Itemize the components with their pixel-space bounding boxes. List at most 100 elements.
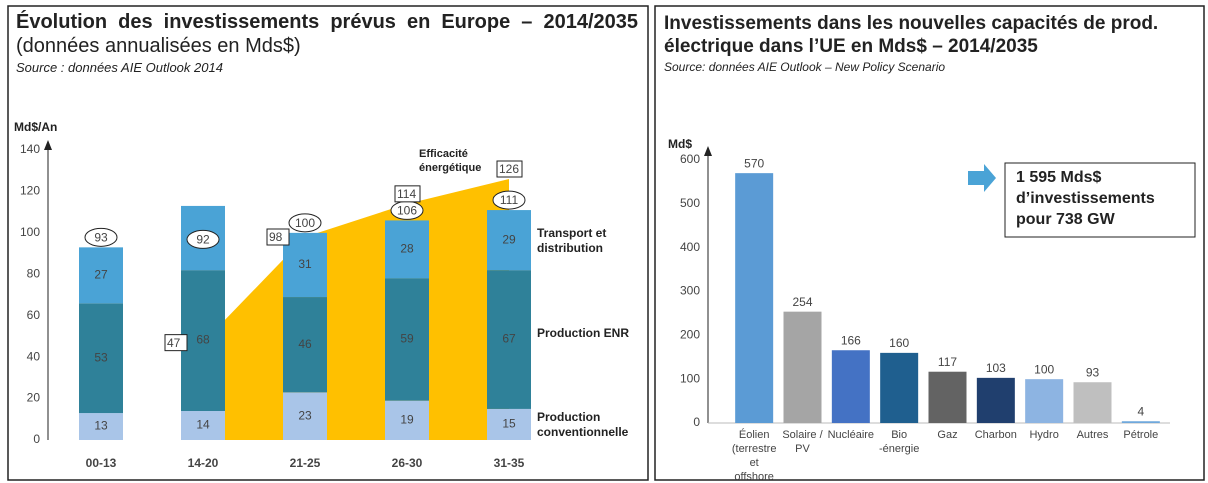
callout-box — [1004, 162, 1196, 238]
bar-segment — [283, 392, 327, 440]
value-label: 19 — [400, 412, 414, 426]
value-label: 570 — [744, 156, 764, 170]
value-label: 67 — [502, 332, 516, 346]
value-label: 31 — [298, 257, 312, 271]
area-label-box — [164, 334, 188, 352]
bar — [783, 311, 822, 423]
x-tick-label: 21-25 — [290, 456, 321, 470]
chart-subtitle: Source: données AIE Outlook – New Policy… — [664, 60, 946, 74]
bar-segment — [283, 297, 327, 393]
chart-title: Évolution des investissements prévus en … — [16, 11, 638, 33]
y-tick-label: 60 — [27, 308, 41, 322]
area-label: 98 — [269, 230, 283, 244]
value-label: 160 — [889, 336, 909, 350]
chart-title: Investissements dans les nouvelles capac… — [664, 13, 1159, 57]
value-label: 93 — [1086, 365, 1100, 379]
y-tick-label: 120 — [20, 184, 40, 198]
x-tick-label: Autres — [1076, 429, 1109, 441]
y-tick-label: 40 — [27, 349, 41, 363]
area-label-box — [266, 228, 290, 246]
x-tick-label: Charbon — [974, 429, 1017, 441]
x-tick-label: 00-13 — [86, 456, 117, 470]
value-label: 14 — [196, 418, 210, 432]
bar-segment — [283, 232, 327, 298]
total-label: 111 — [500, 193, 519, 207]
bar-segment — [181, 411, 225, 440]
y-tick-label: 100 — [680, 371, 700, 385]
y-axis-label: Md$ — [668, 137, 692, 151]
legend-label: Production ENR — [537, 325, 629, 340]
axis-arrow — [44, 140, 52, 150]
x-tick-label: Hydro — [1029, 429, 1059, 441]
bar — [831, 350, 870, 423]
bar — [1025, 379, 1064, 423]
title-block: Évolution des investissements prévus en … — [16, 10, 638, 58]
value-label: 29 — [502, 232, 516, 246]
bar-segment — [487, 270, 531, 409]
annotation: 1 595 Mds$ d’investissements pour 738 GW — [1016, 169, 1155, 228]
y-tick-label: 0 — [693, 415, 700, 429]
left-panel — [7, 5, 649, 481]
bar-segment — [487, 210, 531, 271]
y-tick-label: 500 — [680, 196, 700, 210]
bar — [880, 352, 919, 423]
area — [203, 179, 509, 440]
x-tick-label: Pétrole — [1123, 429, 1159, 441]
bar-segment — [385, 400, 429, 440]
bar-segment — [79, 303, 123, 414]
total-label: 93 — [94, 231, 108, 245]
total-oval — [84, 227, 118, 247]
y-tick-label: 20 — [27, 391, 41, 405]
bar-segment — [487, 408, 531, 440]
right-panel — [654, 5, 1205, 481]
y-tick-label: 0 — [33, 432, 40, 446]
total-oval — [186, 229, 220, 249]
bar-segment — [79, 247, 123, 304]
x-tick-label: Bio -énergie — [878, 429, 920, 455]
value-label: 4 — [1137, 404, 1144, 418]
value-label: 28 — [400, 242, 414, 256]
x-tick-label: 14-20 — [188, 456, 219, 470]
bar — [976, 377, 1015, 423]
area-label: 114 — [397, 187, 416, 201]
y-tick-label: 300 — [680, 284, 700, 298]
legend-label: Transport et distribution — [537, 226, 607, 256]
chart-subtitle: Source : données AIE Outlook 2014 — [16, 60, 223, 75]
area-label-box — [496, 160, 523, 178]
legend-label: Production conventionnelle — [537, 410, 629, 440]
y-tick-label: 400 — [680, 240, 700, 254]
bar — [928, 371, 967, 423]
value-label: 59 — [400, 332, 414, 346]
y-tick-label: 600 — [680, 152, 700, 166]
value-label: 103 — [986, 361, 1006, 375]
total-label: 100 — [295, 216, 315, 230]
bar-segment — [79, 413, 123, 440]
title-note: (données annualisées en Mds$) — [16, 35, 301, 57]
y-tick-label: 80 — [27, 266, 41, 280]
total-oval — [492, 190, 526, 210]
y-tick-label: 140 — [20, 142, 40, 156]
callout-arrow — [968, 164, 996, 192]
bar — [1073, 382, 1112, 423]
area-label-box — [394, 185, 421, 203]
value-label: 15 — [502, 417, 516, 431]
x-tick-label: 26-30 — [392, 456, 423, 470]
value-label: 166 — [841, 333, 861, 347]
x-tick-label: Nucléaire — [827, 429, 875, 441]
bar — [1121, 421, 1160, 423]
x-tick-label: Éolien (terrestre et offshore — [731, 429, 777, 483]
bar — [735, 173, 774, 423]
area-label: 126 — [499, 162, 519, 176]
y-tick-label: 200 — [680, 328, 700, 342]
value-label: 46 — [298, 337, 312, 351]
bar-segment — [385, 220, 429, 279]
x-tick-label: 31-35 — [494, 456, 525, 470]
value-label: 13 — [94, 419, 108, 433]
y-axis-label: Md$/An — [14, 120, 58, 134]
total-label: 92 — [196, 233, 210, 247]
value-label: 68 — [196, 333, 210, 347]
bar-segment — [181, 270, 225, 411]
x-tick-label: Solaire / PV — [782, 429, 823, 455]
total-label: 106 — [397, 204, 417, 218]
